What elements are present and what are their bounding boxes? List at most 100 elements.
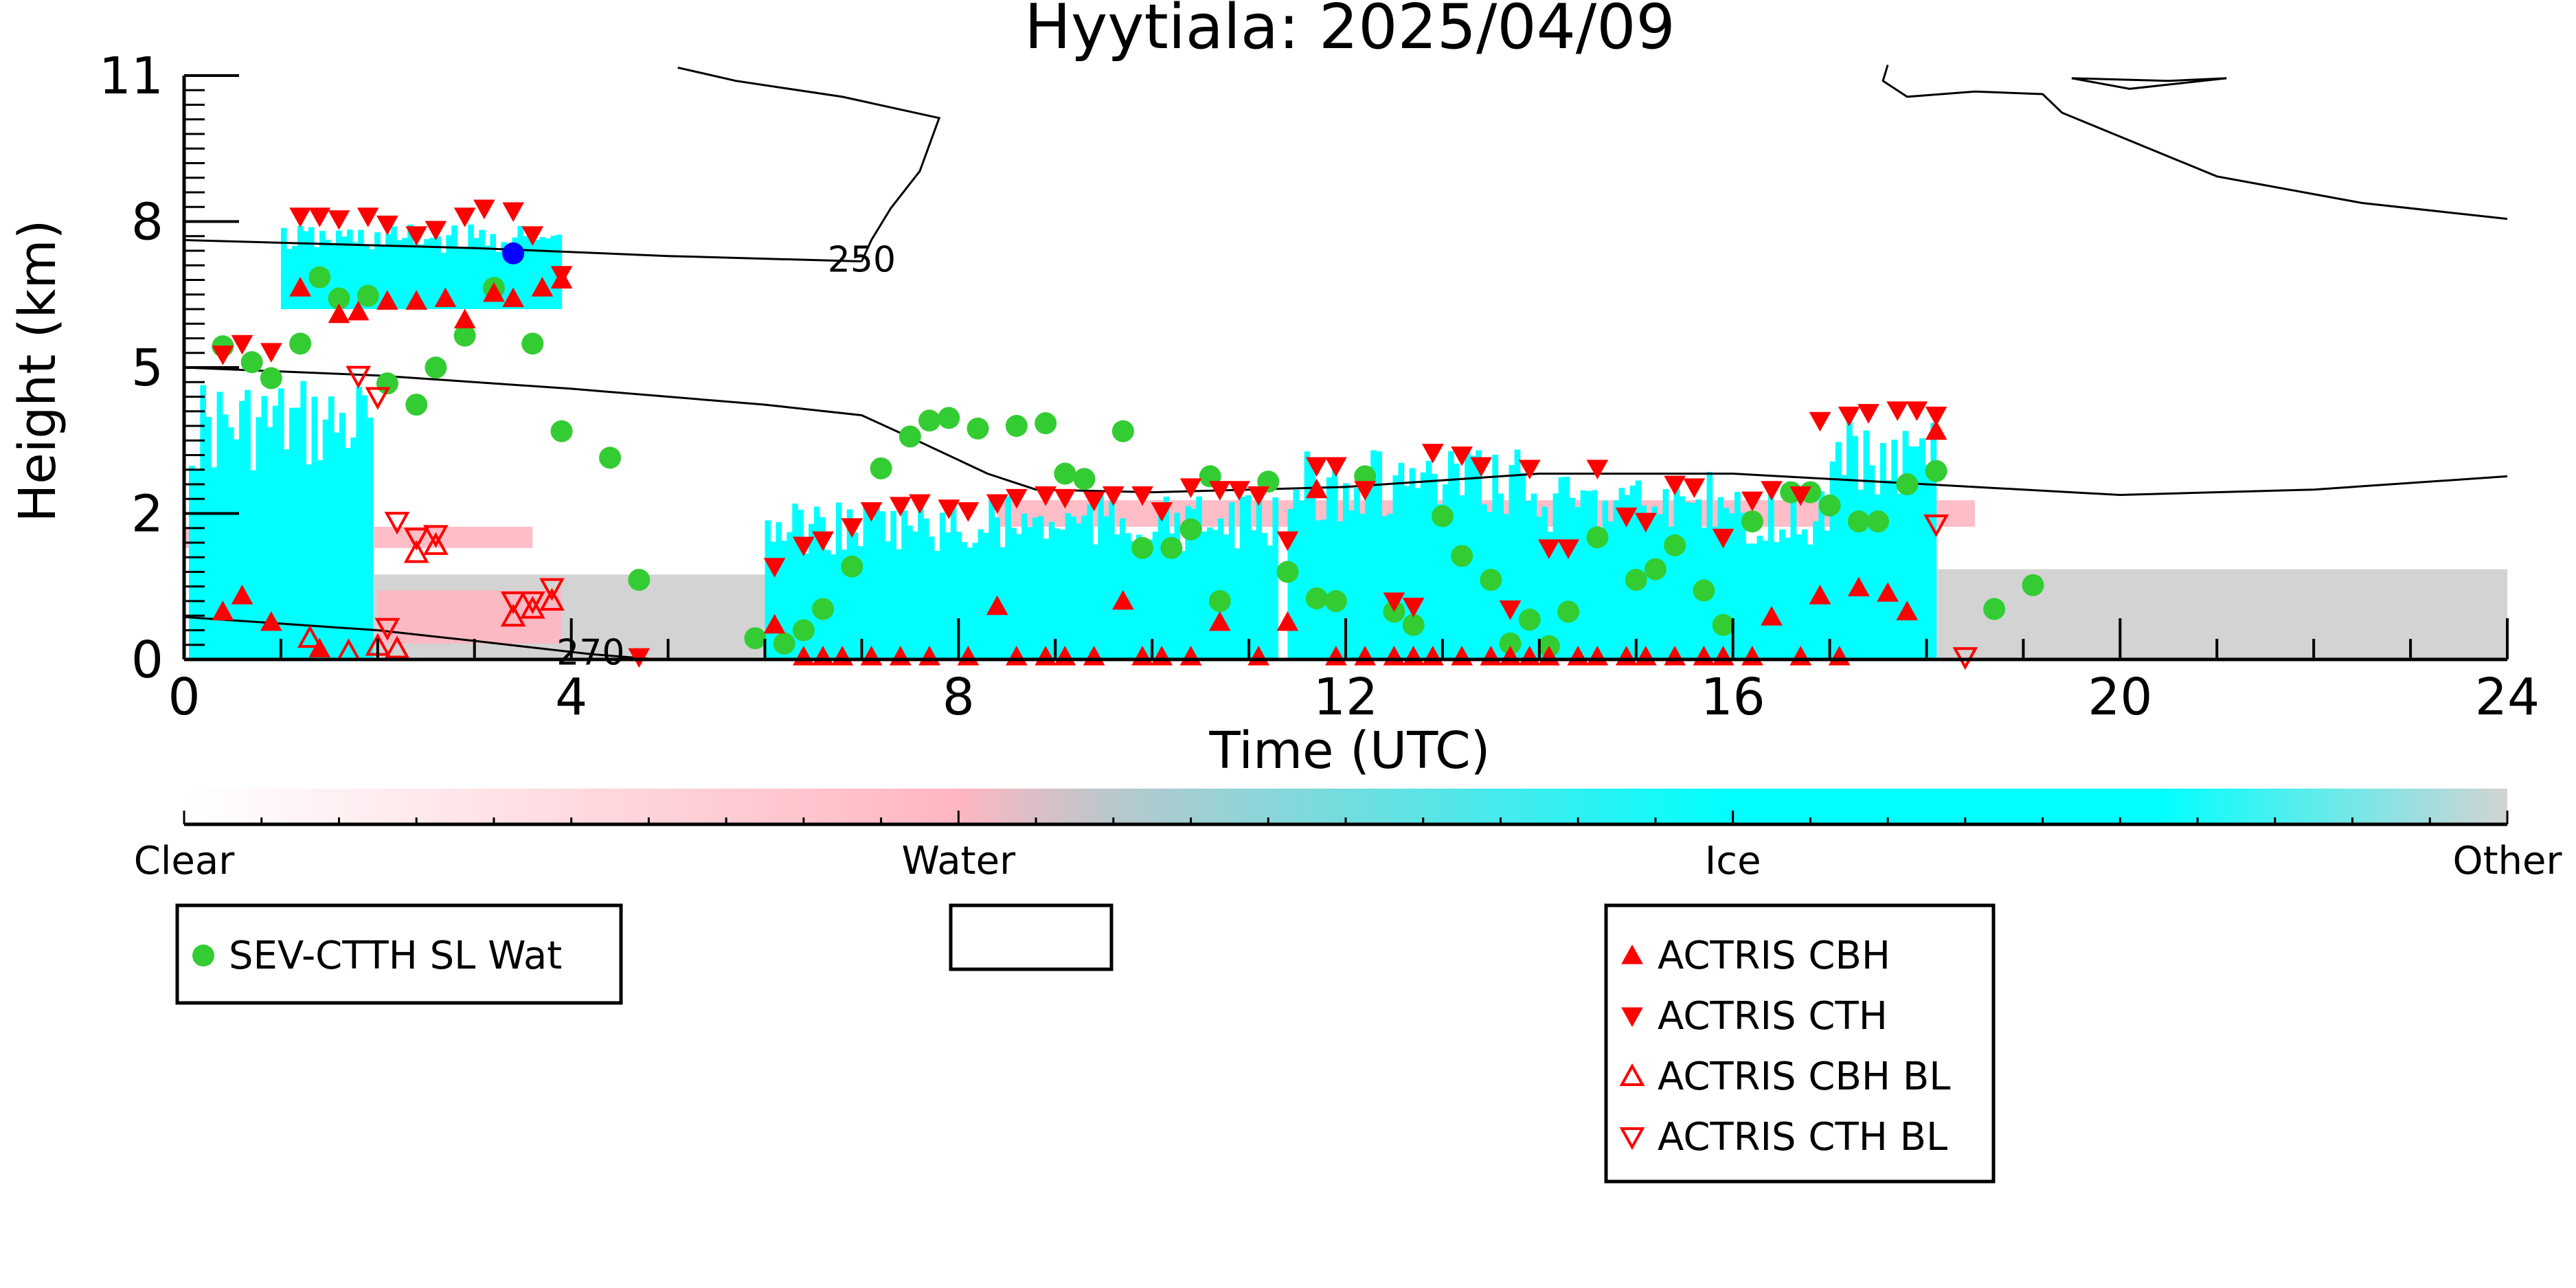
ice-column bbox=[1026, 527, 1033, 659]
ice-column bbox=[446, 235, 452, 309]
data-point bbox=[1847, 510, 1870, 533]
data-point bbox=[531, 277, 554, 297]
data-point bbox=[240, 351, 263, 374]
data-point bbox=[1276, 531, 1299, 552]
data-point bbox=[1035, 486, 1057, 506]
ice-column bbox=[835, 502, 842, 659]
ice-column bbox=[945, 532, 951, 659]
ice-column bbox=[1596, 533, 1603, 659]
ice-column bbox=[1245, 495, 1252, 659]
ice-column bbox=[896, 549, 902, 659]
ice-column bbox=[317, 460, 324, 659]
data-point bbox=[1102, 486, 1125, 506]
ice-column bbox=[311, 396, 318, 659]
data-point bbox=[1276, 611, 1299, 631]
ice-column bbox=[1695, 499, 1702, 659]
data-point bbox=[328, 303, 350, 324]
ice-column bbox=[1287, 509, 1294, 659]
data-point bbox=[1664, 475, 1686, 496]
ice-column bbox=[1547, 532, 1554, 659]
ice-column bbox=[328, 396, 335, 659]
ice-column bbox=[369, 249, 375, 309]
ice-column bbox=[874, 506, 881, 659]
data-point bbox=[260, 611, 282, 631]
ice-column bbox=[1925, 464, 1932, 659]
data-point bbox=[1557, 539, 1579, 559]
data-point bbox=[1006, 488, 1028, 509]
legend-marker bbox=[1619, 1063, 1645, 1086]
ice-column bbox=[205, 416, 212, 659]
colorbar-label: Water bbox=[902, 839, 1017, 883]
legend-marker bbox=[192, 945, 214, 967]
x-tick-label: 0 bbox=[168, 668, 200, 727]
ice-column bbox=[1092, 544, 1098, 659]
ice-column bbox=[1070, 516, 1077, 659]
data-point bbox=[1228, 481, 1250, 501]
ice-column bbox=[1580, 490, 1587, 659]
ice-column bbox=[1519, 473, 1526, 659]
ice-column bbox=[1774, 542, 1780, 659]
ice-column bbox=[1552, 493, 1559, 659]
ice-column bbox=[1381, 516, 1388, 659]
data-point bbox=[231, 585, 253, 605]
ice-column bbox=[1673, 482, 1680, 659]
data-point bbox=[1586, 526, 1609, 549]
legend-marker bbox=[1619, 1127, 1645, 1151]
data-point bbox=[1179, 518, 1202, 541]
legend-label: ACTRIS CBH bbox=[1658, 934, 1890, 978]
ice-column bbox=[1114, 534, 1120, 659]
data-point bbox=[744, 627, 767, 650]
ice-column bbox=[1168, 533, 1175, 659]
ice-column bbox=[972, 543, 979, 659]
data-point bbox=[1325, 457, 1347, 477]
ice-column bbox=[1120, 518, 1126, 659]
ice-region bbox=[1723, 490, 1831, 659]
y-tick-label: 8 bbox=[131, 193, 163, 252]
ice-column bbox=[1442, 484, 1449, 659]
data-point bbox=[1111, 420, 1134, 442]
data-point bbox=[365, 387, 391, 410]
ice-column bbox=[983, 532, 990, 659]
data-point bbox=[1983, 598, 2006, 620]
ice-column bbox=[216, 392, 223, 659]
ice-column bbox=[352, 242, 359, 309]
series-sev-ctth-sl-wat bbox=[212, 266, 2044, 657]
data-point bbox=[1451, 447, 1473, 466]
ice-column bbox=[345, 448, 351, 659]
data-point bbox=[1305, 478, 1328, 499]
data-point bbox=[502, 242, 525, 264]
ice-column bbox=[1801, 529, 1808, 659]
ice-column bbox=[1863, 430, 1870, 659]
data-point bbox=[289, 277, 311, 297]
legend-frame bbox=[1604, 903, 1996, 1184]
data-point bbox=[763, 613, 786, 634]
data-point bbox=[1925, 407, 1947, 427]
ice-column bbox=[1662, 489, 1669, 659]
data-point bbox=[1131, 536, 1154, 559]
ice-column bbox=[1690, 503, 1697, 659]
ice-column bbox=[809, 523, 815, 659]
data-point bbox=[521, 332, 544, 355]
data-point bbox=[967, 417, 989, 440]
ice-column bbox=[1541, 506, 1548, 659]
data-point bbox=[1741, 510, 1763, 533]
ice-column bbox=[1037, 516, 1044, 659]
data-point bbox=[1923, 514, 1949, 538]
ice-column bbox=[1370, 450, 1377, 659]
data-point bbox=[1761, 606, 1783, 626]
x-tick-label: 8 bbox=[942, 668, 975, 727]
y-tick-label: 5 bbox=[131, 339, 163, 398]
ice-region bbox=[1519, 472, 1724, 659]
ice-column bbox=[1174, 512, 1180, 659]
data-point bbox=[938, 499, 960, 519]
data-point bbox=[405, 290, 428, 310]
data-point bbox=[1625, 569, 1647, 591]
data-point bbox=[500, 591, 526, 615]
data-point bbox=[328, 287, 350, 310]
data-point bbox=[1208, 611, 1231, 631]
data-point bbox=[1518, 460, 1541, 479]
ice-column bbox=[308, 227, 315, 309]
data-point bbox=[1005, 415, 1028, 437]
data-point bbox=[519, 591, 545, 615]
